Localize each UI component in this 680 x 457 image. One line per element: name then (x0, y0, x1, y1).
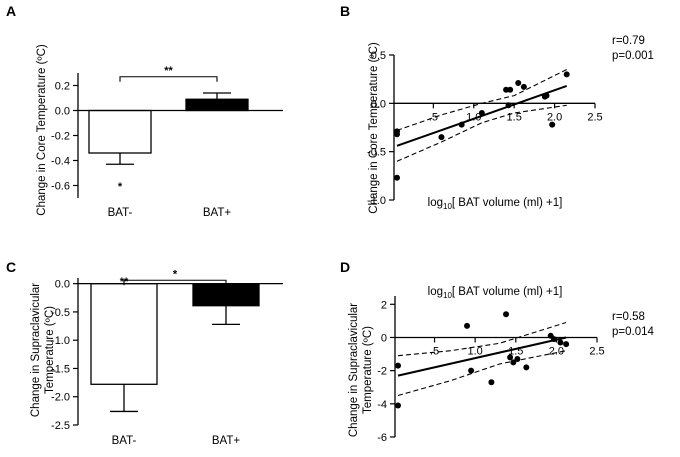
data-point-b-3 (394, 131, 400, 138)
x-tick-label: 1.0 (468, 345, 483, 357)
stat-r: r=0.58 (612, 311, 645, 323)
confidence-band-upper (396, 69, 567, 131)
y-axis-label: Change in Supraclavicular (30, 283, 42, 417)
data-point-d-14 (563, 341, 570, 348)
panel-label-a: A (6, 3, 16, 19)
data-point-b-15 (563, 71, 570, 78)
confidence-band-upper (397, 321, 567, 357)
y-tick-label: -0.5 (367, 147, 386, 159)
data-point-b-6 (478, 110, 485, 116)
y-tick-label: 0 (381, 332, 387, 344)
bar-c-2 (192, 283, 260, 307)
x-tick-label: 2.0 (547, 111, 562, 123)
confidence-band-lower (396, 104, 567, 162)
x-category-label: BAT- (112, 435, 137, 447)
x-tick-label: 2.5 (589, 345, 604, 357)
y-tick-label: -0.2 (51, 131, 70, 143)
data-point-d-1 (395, 402, 401, 409)
y-tick-label: 0.0 (55, 106, 70, 118)
data-point-b-8 (505, 102, 512, 109)
panel-label-d: D (340, 259, 350, 275)
x-tick-label: 2.0 (549, 345, 564, 357)
y-axis-label: Temperature (ºC) (44, 306, 56, 394)
confidence-band-lower (397, 350, 567, 397)
y-tick-label: -0.6 (51, 181, 70, 193)
data-point-b-1 (394, 174, 400, 181)
x-tick-label: 2.5 (587, 111, 602, 123)
y-tick-label: 0.5 (371, 50, 386, 62)
y-tick-label: -0.4 (51, 156, 70, 168)
y-tick-label: -1.0 (51, 335, 70, 347)
bracket-significance-marker: ** (164, 65, 173, 77)
data-point-d-5 (488, 379, 495, 386)
data-point-b-4 (438, 134, 445, 141)
y-tick-label: -6 (377, 432, 387, 444)
data-point-d-3 (464, 322, 471, 329)
regression-line (397, 336, 567, 377)
data-point-d-6 (503, 311, 510, 318)
stat-p: p=0.001 (612, 50, 654, 62)
bar-a-2 (185, 98, 249, 112)
significance-marker: * (118, 181, 123, 193)
x-tick-label: .5 (430, 345, 439, 357)
stat-r: r=0.79 (612, 35, 645, 47)
y-tick-label: 0.2 (55, 81, 70, 93)
data-point-b-13 (543, 92, 550, 99)
y-tick-label: 0.0 (371, 98, 386, 110)
y-tick-label: -4 (377, 399, 387, 411)
y-tick-label: 2 (381, 299, 387, 311)
data-point-b-11 (520, 83, 527, 90)
data-point-d-9 (514, 356, 521, 363)
stat-p: p=0.014 (612, 326, 654, 338)
significance-bracket (123, 279, 227, 286)
data-point-d-13 (557, 339, 564, 346)
y-tick-label: -1.0 (367, 195, 386, 207)
y-axis-label: Change in Supraclavicular (348, 303, 360, 437)
x-axis-label: log10[ BAT volume (ml) +1] (428, 286, 563, 300)
y-tick-label: -2 (377, 366, 387, 378)
data-point-d-7 (507, 354, 514, 361)
data-point-d-2 (395, 362, 401, 369)
x-axis-label: log10[ BAT volume (ml) +1] (428, 197, 563, 211)
x-tick-label: 1.5 (507, 111, 522, 123)
panel-b: B 0.50.0-0.5-1.0.5 1.0 1.5 2.0 2.5r=0.79p=0.… (340, 3, 654, 214)
bracket-significance-marker: * (173, 268, 178, 280)
y-tick-label: -0.5 (51, 307, 70, 319)
data-point-b-14 (549, 121, 556, 128)
x-category-label: BAT+ (212, 435, 241, 447)
y-tick-label: -2.0 (51, 392, 70, 404)
bar-c-1 (90, 283, 158, 385)
x-tick-label: .5 (429, 111, 438, 123)
panel-label-c: C (6, 259, 16, 275)
y-axis-label: Change in Core Temperature (ºC) (368, 42, 380, 214)
y-tick-label: 0.0 (55, 279, 70, 291)
data-point-b-9 (507, 86, 514, 93)
significance-bracket (119, 76, 218, 82)
x-category-label: BAT- (108, 207, 133, 219)
y-tick-label: -1.5 (51, 363, 70, 375)
data-point-d-4 (468, 367, 475, 374)
data-point-d-12 (550, 336, 557, 343)
y-tick-label: -2.5 (51, 420, 70, 432)
x-category-label: BAT+ (203, 207, 232, 219)
bar-a-1 (88, 109, 152, 154)
y-axis-label: Temperature (ºC) (362, 326, 374, 414)
data-point-b-10 (515, 80, 522, 87)
panel-d: D 20-2-4-6.5 1.0 1.5 2.0 2.5r=0.58p=0.014log… (340, 259, 654, 444)
data-point-d-10 (523, 364, 530, 371)
data-point-b-5 (458, 121, 465, 128)
data-point-d-8 (510, 359, 517, 366)
y-axis-label: Change in Core Temperature (ºC) (36, 44, 48, 216)
panel-label-b: B (340, 3, 350, 19)
